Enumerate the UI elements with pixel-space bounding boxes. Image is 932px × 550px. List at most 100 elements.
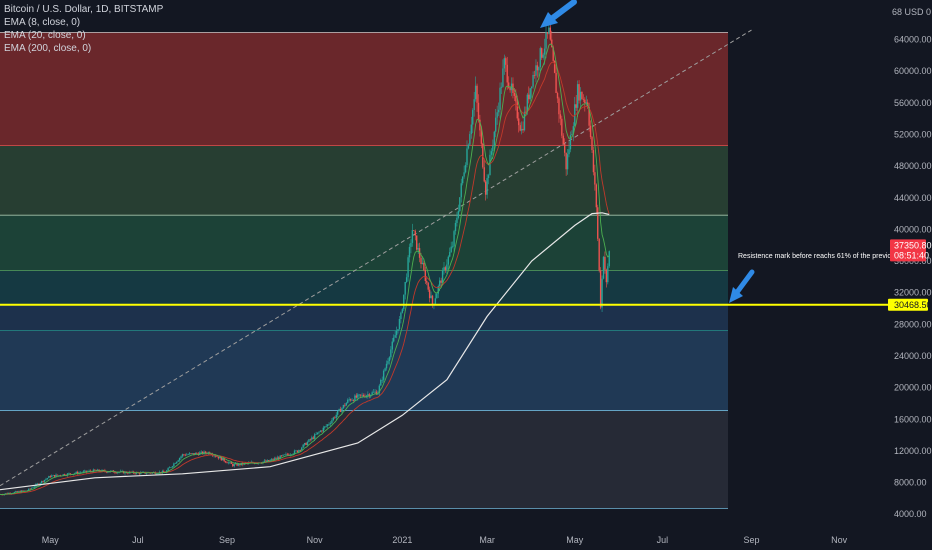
candle-body (43, 479, 46, 482)
candle-body (157, 473, 159, 475)
candle-body (410, 242, 412, 247)
candle-body (482, 143, 484, 168)
candle-body (88, 470, 90, 472)
candle-body (588, 107, 590, 126)
candle-body (63, 474, 66, 476)
candle-body (124, 471, 126, 474)
y-tick-label: 8000.00 (894, 478, 927, 488)
candle-body (403, 294, 405, 310)
candle-body (56, 474, 59, 476)
candle-body (497, 109, 500, 113)
candle-body (173, 463, 175, 467)
candle-body (513, 93, 516, 96)
fib-zone (0, 304, 728, 331)
candle-body (453, 231, 455, 247)
candle-body (543, 48, 546, 55)
y-tick-label: 20000.00 (894, 383, 932, 393)
candle-body (565, 152, 567, 170)
candle-body (315, 434, 317, 435)
candle-body (450, 246, 452, 253)
candle-body (398, 318, 401, 330)
candle-body (477, 102, 480, 120)
candle-body (401, 309, 404, 313)
candle-body (568, 149, 570, 155)
candle-body (372, 391, 375, 393)
candle-body (457, 211, 460, 218)
candle-body (201, 451, 204, 454)
candle-body (538, 67, 540, 71)
candle-body (553, 60, 556, 73)
x-tick-label: Jul (657, 535, 669, 545)
candle-body (552, 47, 554, 61)
candle-body (500, 86, 503, 88)
y-tick-label: 44000.00 (894, 193, 932, 203)
candle-body (84, 470, 86, 472)
candle-body (528, 94, 530, 100)
candle-body (48, 476, 50, 479)
candle-body (407, 257, 409, 278)
candle-body (548, 27, 550, 34)
candle-body (411, 230, 414, 243)
candle-body (220, 456, 222, 461)
candle-body (190, 453, 192, 454)
candle-body (467, 144, 470, 149)
candle-body (135, 472, 138, 474)
y-tick-label: 24000.00 (894, 351, 932, 361)
legend-ema200[interactable]: EMA (200, close, 0) (4, 43, 92, 54)
legend-ema8[interactable]: EMA (8, close, 0) (4, 17, 81, 28)
candle-body (183, 454, 185, 455)
legend-symbol[interactable]: Bitcoin / U.S. Dollar, 1D, BITSTAMP (4, 4, 164, 15)
candle-body (495, 117, 497, 132)
candle-body (171, 466, 174, 468)
candle-body (484, 181, 487, 195)
candle-body (405, 277, 408, 282)
candle-body (454, 222, 457, 232)
candle-body (62, 474, 64, 476)
y-tick-label: 40000.00 (894, 224, 932, 234)
candle-body (441, 270, 444, 283)
candle-body (296, 450, 299, 453)
candle-body (382, 370, 385, 380)
candle-body (558, 98, 560, 115)
candle-body (292, 453, 294, 455)
y-tick-label: 56000.00 (894, 98, 932, 108)
candle-body (582, 99, 585, 100)
x-tick-label: 2021 (392, 535, 412, 545)
candle-body (509, 87, 511, 91)
candle-body (279, 455, 281, 459)
candle-body (522, 128, 524, 131)
candle-body (378, 385, 381, 393)
candle-body (413, 230, 415, 231)
candle-body (555, 72, 557, 94)
candle-body (443, 267, 445, 271)
candle-body (464, 164, 467, 173)
candle-body (82, 471, 85, 473)
candle-body (440, 280, 442, 283)
candle-body (359, 394, 362, 396)
candle-body (196, 453, 198, 454)
candle-body (518, 118, 520, 126)
y-tick-label: 28000.00 (894, 319, 932, 329)
candle-body (76, 471, 79, 474)
candle-body (523, 111, 526, 131)
candle-body (545, 32, 547, 49)
candle-body (344, 404, 346, 406)
candle-body (374, 391, 376, 393)
candle-body (5, 493, 7, 494)
candle-body (576, 84, 579, 108)
candle-body (473, 99, 475, 111)
candle-body (85, 470, 87, 472)
candle-body (516, 101, 518, 119)
legend-ema20[interactable]: EMA (20, close, 0) (4, 30, 86, 41)
x-tick-label: Jul (132, 535, 144, 545)
candle-body (15, 491, 17, 492)
candle-body (236, 463, 238, 466)
candle-body (219, 456, 221, 459)
candle-body (52, 475, 54, 476)
candle-body (492, 145, 494, 152)
candle-body (551, 39, 553, 48)
candle-body (306, 441, 309, 445)
candle-body (446, 264, 448, 270)
